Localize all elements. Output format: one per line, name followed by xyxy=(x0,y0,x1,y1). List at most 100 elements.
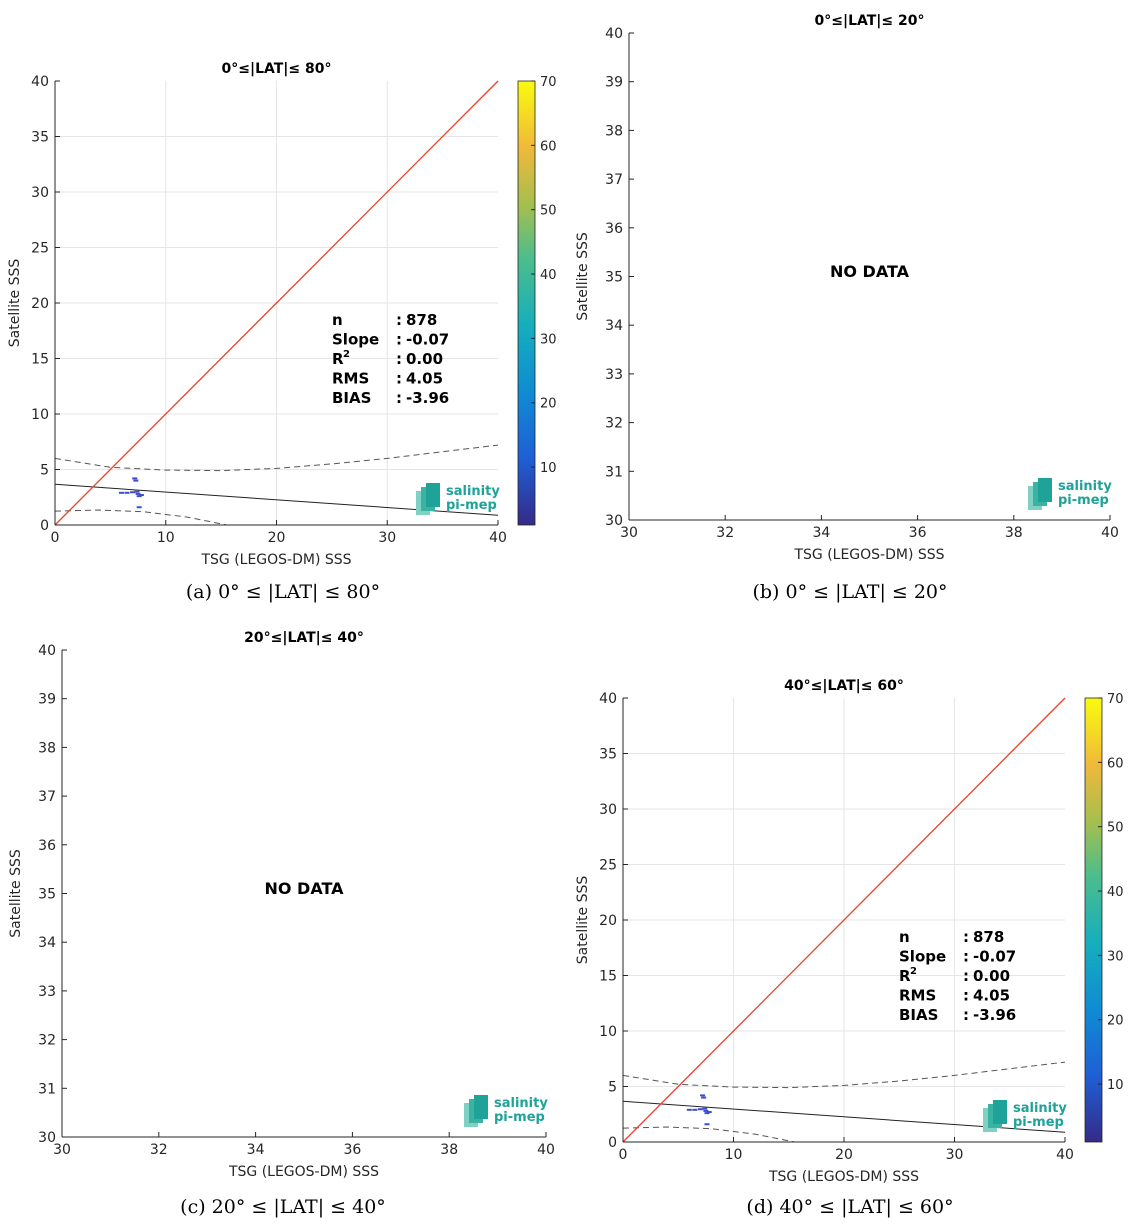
y-tick-label: 37 xyxy=(605,172,623,188)
x-tick-label: 10 xyxy=(157,530,175,546)
y-tick-label: 31 xyxy=(38,1081,56,1097)
y-tick-label: 32 xyxy=(38,1033,56,1049)
y-tick-label: 39 xyxy=(38,692,56,708)
upper-envelope-line xyxy=(54,444,499,472)
stat-value: 878 xyxy=(406,311,437,329)
y-tick-label: 20 xyxy=(599,913,617,929)
logo-text-line1: salinity xyxy=(446,484,500,499)
x-tick-label: 30 xyxy=(946,1147,964,1163)
y-tick-label: 30 xyxy=(599,802,617,818)
figure-caption: (d) 40° ≤ |LAT| ≤ 60° xyxy=(746,1196,953,1218)
data-point xyxy=(138,494,144,497)
stat-superscript: 2 xyxy=(910,966,917,977)
data-point xyxy=(704,1112,710,1115)
logo-mark xyxy=(993,1100,1007,1124)
stat-value: -3.96 xyxy=(406,389,449,407)
data-point xyxy=(692,1108,698,1111)
x-tick-label: 30 xyxy=(378,530,396,546)
logo-text-line2: pi-mep xyxy=(446,498,497,513)
stat-label: n xyxy=(899,928,910,946)
stat-separator: : xyxy=(963,987,969,1005)
x-tick-label: 36 xyxy=(909,525,927,541)
stat-superscript: 2 xyxy=(343,349,350,360)
stat-label: R xyxy=(332,350,344,368)
panel-b: NO DATA 30 32 34 36 38 40 30 31 32 33 34 35 36 37 38 39 4… xyxy=(575,13,1119,603)
logo-mark xyxy=(426,483,440,507)
data-point xyxy=(706,1111,712,1114)
y-tick-label: 33 xyxy=(38,984,56,1000)
stat-separator: : xyxy=(963,948,969,966)
stat-separator: : xyxy=(396,311,402,329)
data-point xyxy=(686,1108,692,1111)
y-tick-label: 36 xyxy=(38,838,56,854)
data-point xyxy=(697,1108,703,1111)
x-tick-label: 38 xyxy=(440,1142,458,1158)
x-tick-label: 40 xyxy=(1056,1147,1074,1163)
y-tick-label: 35 xyxy=(599,747,617,763)
colorbar-tick-label: 30 xyxy=(540,332,557,347)
y-tick-label: 39 xyxy=(605,75,623,91)
x-tick-label: 0 xyxy=(619,1147,628,1163)
colorbar-tick-label: 60 xyxy=(1107,756,1124,771)
stat-separator: : xyxy=(396,331,402,349)
logo-text-line1: salinity xyxy=(1013,1101,1067,1116)
stat-separator: : xyxy=(396,350,402,368)
colorbar xyxy=(517,80,536,526)
data-point xyxy=(135,492,141,495)
y-tick-label: 38 xyxy=(605,123,623,139)
colorbar-tick-label: 20 xyxy=(540,397,557,412)
stat-value: 0.00 xyxy=(406,350,443,368)
stat-separator: : xyxy=(963,928,969,946)
y-tick-label: 40 xyxy=(31,74,49,90)
stat-label: Slope xyxy=(332,331,379,349)
x-tick-label: 30 xyxy=(620,525,638,541)
stat-label: BIAS xyxy=(899,1006,938,1024)
y-tick-label: 34 xyxy=(38,935,56,951)
x-tick-label: 36 xyxy=(343,1142,361,1158)
logo-mark xyxy=(474,1095,488,1119)
stat-separator: : xyxy=(963,1006,969,1024)
plot-area xyxy=(62,650,546,1137)
stat-separator: : xyxy=(396,370,402,388)
logo-text-line1: salinity xyxy=(494,1096,548,1111)
x-tick-label: 40 xyxy=(1101,525,1119,541)
y-tick-label: 5 xyxy=(608,1080,617,1096)
data-point xyxy=(702,1107,708,1110)
y-tick-label: 30 xyxy=(31,185,49,201)
y-tick-label: 35 xyxy=(605,270,623,286)
figure-caption: (c) 20° ≤ |LAT| ≤ 40° xyxy=(180,1196,386,1218)
data-point xyxy=(124,491,130,494)
stat-value: 878 xyxy=(973,928,1004,946)
stat-separator: : xyxy=(396,389,402,407)
y-tick-label: 10 xyxy=(31,407,49,423)
y-tick-label: 10 xyxy=(599,1024,617,1040)
y-tick-label: 35 xyxy=(31,130,49,146)
colorbar-tick-label: 10 xyxy=(540,461,557,476)
data-point xyxy=(704,1123,710,1126)
colorbar-tick-label: 40 xyxy=(1107,885,1124,900)
y-axis-label: Satellite SSS xyxy=(575,876,591,965)
y-tick-label: 5 xyxy=(40,463,49,479)
colorbar-tick-label: 70 xyxy=(540,75,557,90)
identity-line xyxy=(622,697,1066,1143)
chart-title: 20°≤|LAT|≤ 40° xyxy=(244,630,364,646)
logo-text-line2: pi-mep xyxy=(1013,1115,1064,1130)
logo-text-line2: pi-mep xyxy=(494,1110,545,1125)
logo-text-line2: pi-mep xyxy=(1058,493,1109,508)
y-tick-label: 30 xyxy=(605,513,623,529)
colorbar xyxy=(1084,697,1103,1143)
x-tick-label: 20 xyxy=(268,530,286,546)
chart-title: 0°≤|LAT|≤ 20° xyxy=(814,13,924,29)
stat-value: 4.05 xyxy=(973,987,1010,1005)
colorbar-tick-label: 10 xyxy=(1107,1078,1124,1093)
x-axis-label: TSG (LEGOS-DM) SSS xyxy=(793,547,944,563)
grid-lines xyxy=(623,698,1065,1142)
panel-c: NO DATA 30 32 34 36 38 40 30 31 32 33 34 35 36 37 38 39 4… xyxy=(8,630,555,1218)
x-axis-label: TSG (LEGOS-DM) SSS xyxy=(228,1164,379,1180)
y-tick-label: 30 xyxy=(38,1130,56,1146)
y-tick-label: 15 xyxy=(599,969,617,985)
